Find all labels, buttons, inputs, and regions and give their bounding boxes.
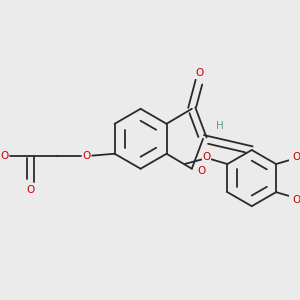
Text: O: O	[195, 68, 203, 78]
Text: H: H	[216, 121, 224, 131]
Text: O: O	[292, 152, 300, 162]
Text: O: O	[82, 151, 91, 160]
Text: O: O	[0, 151, 8, 160]
Text: O: O	[292, 195, 300, 205]
Text: O: O	[197, 166, 205, 176]
Text: O: O	[203, 152, 211, 162]
Text: O: O	[26, 185, 34, 195]
